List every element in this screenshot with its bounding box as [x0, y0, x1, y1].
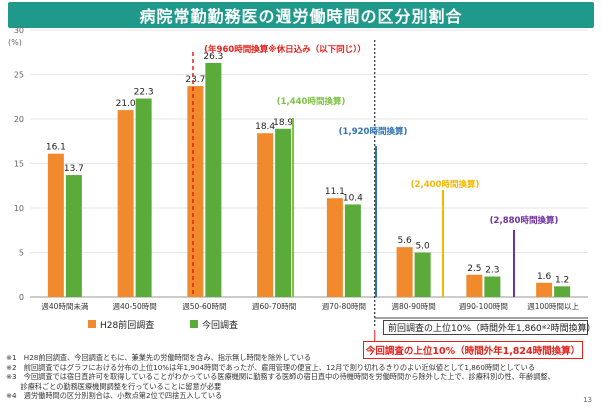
data-label: 26.3: [203, 52, 223, 62]
x-tick-label: 週80-90時間: [391, 302, 435, 311]
data-label: 11.1: [325, 187, 345, 197]
data-label: 5.6: [397, 236, 412, 246]
data-label: 23.7: [185, 75, 205, 85]
previous-top10-tail: 時間換算）: [550, 324, 596, 334]
page-number: 13: [583, 396, 592, 404]
x-tick-label: 週40時間未満: [41, 301, 89, 311]
data-label: 18.4: [255, 122, 275, 132]
y-tick-label: 10: [14, 204, 24, 213]
y-tick-label: 15: [14, 160, 24, 169]
bar-current: [414, 252, 431, 297]
footnote: ※1 H28前回調査、今回調査ともに、兼業先の労働時間を含み、指示無し時間を除外…: [6, 353, 312, 362]
bar-previous: [257, 133, 274, 297]
data-label: 13.7: [64, 164, 84, 174]
y-axis-unit: (%): [8, 38, 22, 47]
legend-swatch: [190, 320, 198, 328]
bar-previous: [466, 274, 483, 297]
bar-current: [65, 175, 82, 297]
current-top10-box: 今回調査の上位10%（時間外年1,824時間換算）: [363, 341, 583, 359]
footnote: 診療科ごとの勤務医療機関調整を行っていることに留意が必要: [6, 381, 222, 391]
y-tick-label: 30: [14, 26, 24, 35]
y-tick-label: 25: [14, 71, 24, 80]
legend-swatch: [88, 320, 96, 328]
bar-current: [554, 286, 571, 297]
bar-current: [275, 128, 292, 297]
bar-current: [205, 62, 222, 298]
data-label: 2.5: [467, 264, 481, 274]
data-label: 10.4: [343, 193, 363, 203]
bar-current: [484, 276, 501, 297]
annotation-label: (1,920時間換算): [339, 126, 408, 137]
bar-previous: [117, 110, 134, 297]
annotation-label: (2,880時間換算): [490, 215, 559, 226]
x-tick-label: 週70-80時間: [322, 302, 366, 311]
legend-label: 今回調査: [202, 319, 238, 331]
data-label: 2.3: [485, 266, 499, 276]
bar-previous: [326, 198, 343, 297]
previous-top10-label: 前回調査の上位10%（時間外年1,860: [388, 324, 542, 334]
x-tick-label: 週40-50時間: [112, 302, 156, 311]
data-label: 18.9: [273, 118, 293, 128]
x-tick-label: 週60-70時間: [252, 302, 296, 311]
y-tick-label: 5: [19, 249, 24, 258]
title-bar: 病院常勤勤務医の週労働時間の区分別割合: [8, 2, 594, 28]
footnote: ※4 週労働時間の区分別割合は、小数点第2位で四捨五入している: [6, 391, 223, 401]
previous-top10-footnote: ※2: [541, 324, 551, 331]
previous-top10-box: 前回調査の上位10%（時間外年1,860 ※2 時間換算）: [383, 320, 596, 335]
page-title: 病院常勤勤務医の週労働時間の区分別割合: [139, 7, 463, 26]
legend-label: H28前回調査: [100, 319, 154, 331]
bar-current: [344, 204, 361, 297]
y-tick-label: 20: [14, 115, 24, 124]
y-tick-label: 0: [19, 293, 24, 302]
bar-previous: [536, 282, 553, 297]
x-tick-label: 週90-100時間: [459, 302, 508, 311]
data-label: 1.2: [555, 275, 569, 285]
annotation-label: (2,400時間換算): [411, 179, 480, 190]
annotation-label: (年960時間換算※休日込み（以下同じ））: [204, 44, 366, 55]
x-tick-label: 週50-60時間: [182, 302, 226, 311]
data-label: 22.3: [134, 88, 154, 98]
data-label: 1.6: [537, 272, 552, 282]
bar-previous: [187, 86, 204, 297]
footnote: ※2 前回調査ではグラフにおける分布の上位10%は年1,904時間であったが、雇…: [6, 362, 536, 372]
bar-previous: [396, 247, 413, 297]
bar-current: [135, 98, 152, 297]
data-label: 16.1: [46, 143, 66, 153]
footnote: ※3 今回調査では宿日直許可を取得していることがわかっている医療機関に勤務する医…: [6, 372, 555, 382]
footnotes: ※1 H28前回調査、今回調査ともに、兼業先の労働時間を含み、指示無し時間を除外…: [6, 353, 596, 401]
annotation-label: (1,440時間換算): [277, 96, 346, 107]
bar-previous: [47, 153, 64, 297]
current-top10-label: 今回調査の上位10%（時間外年1,824時間換算）: [365, 346, 581, 357]
data-label: 5.0: [415, 242, 430, 252]
data-label: 21.0: [116, 99, 136, 109]
x-tick-label: 週100時間以上: [527, 302, 579, 311]
